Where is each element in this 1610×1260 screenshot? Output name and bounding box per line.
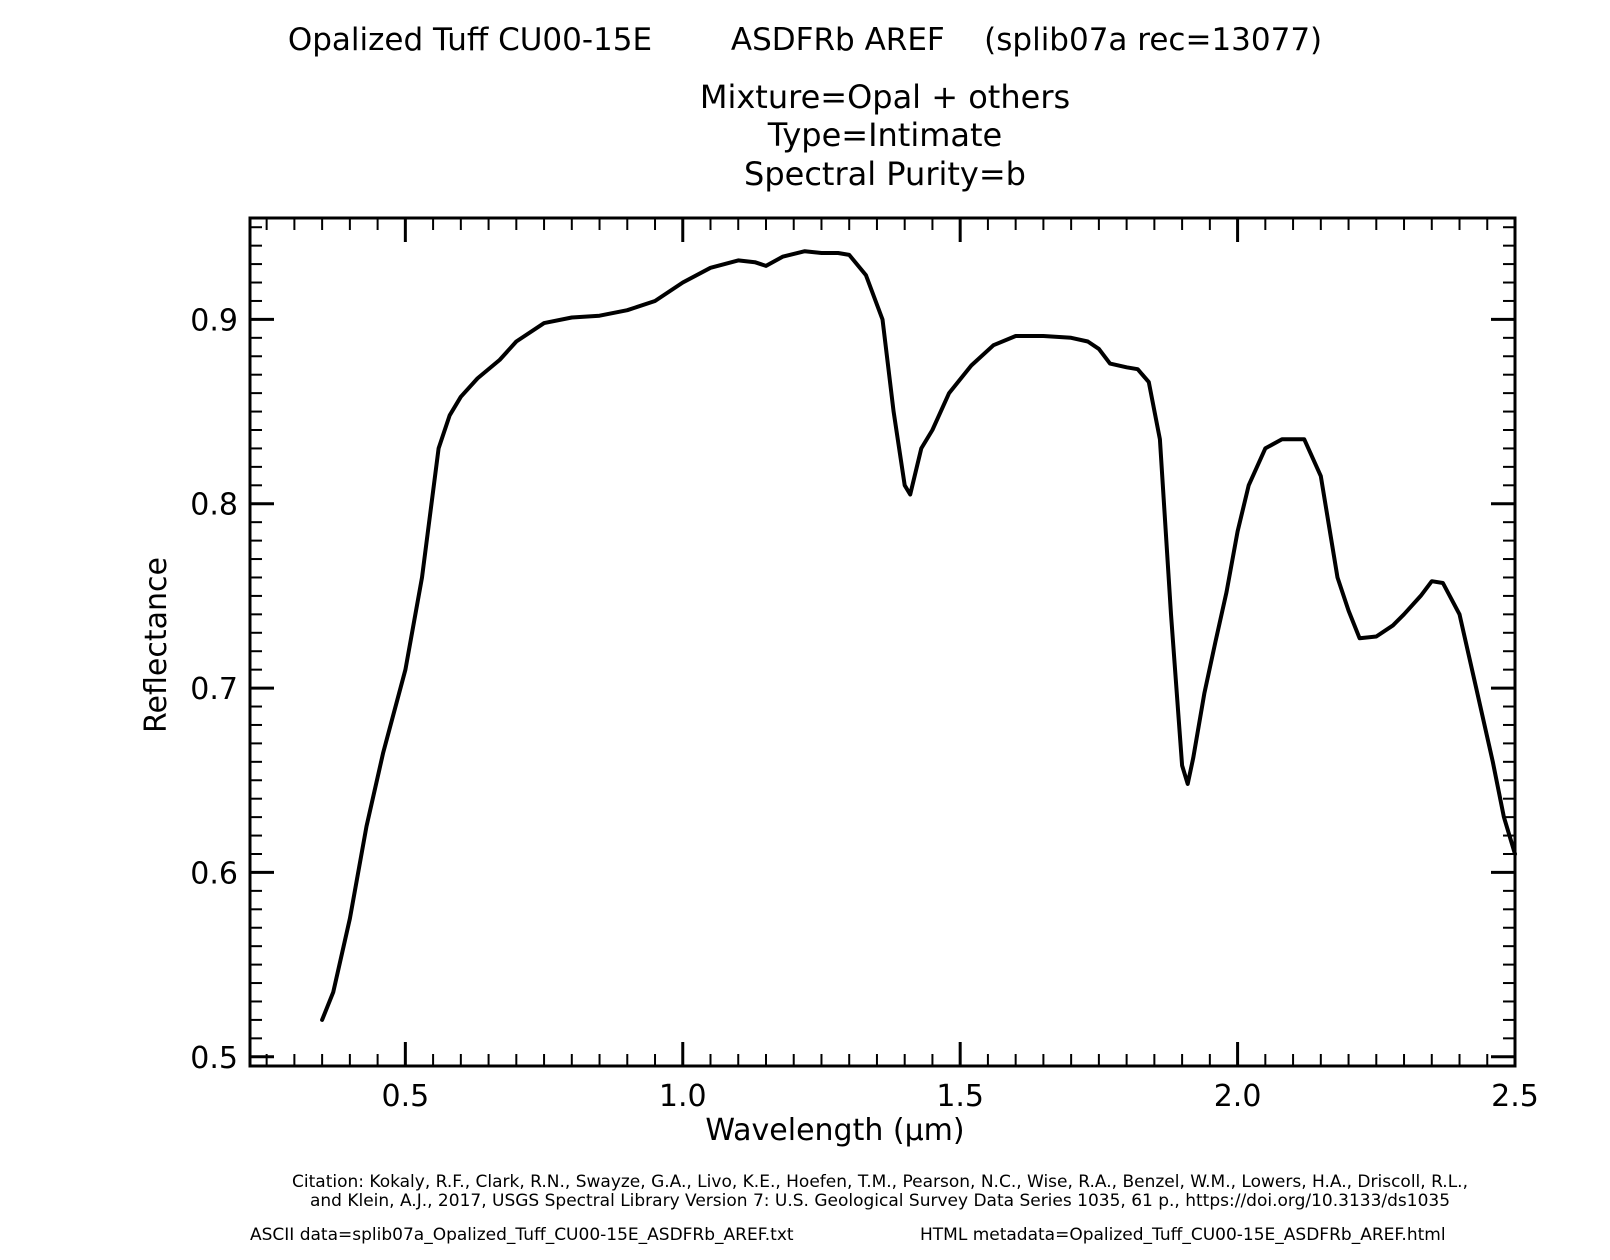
- chart-title: Opalized Tuff CU00-15E ASDFRb AREF (spli…: [287, 22, 1323, 58]
- y-tick-label: 0.9: [190, 303, 238, 338]
- y-tick-label: 0.6: [190, 856, 238, 891]
- x-tick-label: 2.5: [1491, 1079, 1539, 1114]
- citation-line-1: Citation: Kokaly, R.F., Clark, R.N., Swa…: [292, 1172, 1468, 1192]
- ascii-data-note: ASCII data=splib07a_Opalized_Tuff_CU00-1…: [250, 1225, 794, 1245]
- plot-frame: [248, 216, 1517, 1068]
- citation-line-2: and Klein, A.J., 2017, USGS Spectral Lib…: [309, 1191, 1451, 1211]
- major-ticks: [250, 218, 1517, 1066]
- y-axis-label: Reflectance: [139, 557, 174, 733]
- x-tick-label: 1.0: [659, 1079, 707, 1114]
- y-tick-label: 0.8: [190, 488, 238, 523]
- chart-subtitle-mixture: Mixture=Opal + others: [699, 78, 1071, 116]
- spectrum-line: [320, 249, 1517, 1022]
- x-axis-label: Wavelength (μm): [705, 1113, 964, 1148]
- x-tick-label: 0.5: [381, 1079, 429, 1114]
- x-tick-label: 2.0: [1214, 1079, 1262, 1114]
- citation: Citation: Kokaly, R.F., Clark, R.N., Swa…: [190, 1173, 1570, 1211]
- minor-ticks: [250, 218, 1516, 1066]
- chart-subtitle-purity: Spectral Purity=b: [744, 155, 1026, 193]
- chart-subtitle-type: Type=Intimate: [767, 116, 1003, 154]
- y-tick-label: 0.7: [190, 672, 238, 707]
- tick-labels: 0.5 1.0 1.5 2.0 2.5 0.5 0.6 0.7 0.8 0.9: [190, 303, 1539, 1114]
- y-tick-label: 0.5: [190, 1041, 238, 1076]
- html-metadata-note: HTML metadata=Opalized_Tuff_CU00-15E_ASD…: [920, 1225, 1446, 1245]
- x-tick-label: 1.5: [936, 1079, 984, 1114]
